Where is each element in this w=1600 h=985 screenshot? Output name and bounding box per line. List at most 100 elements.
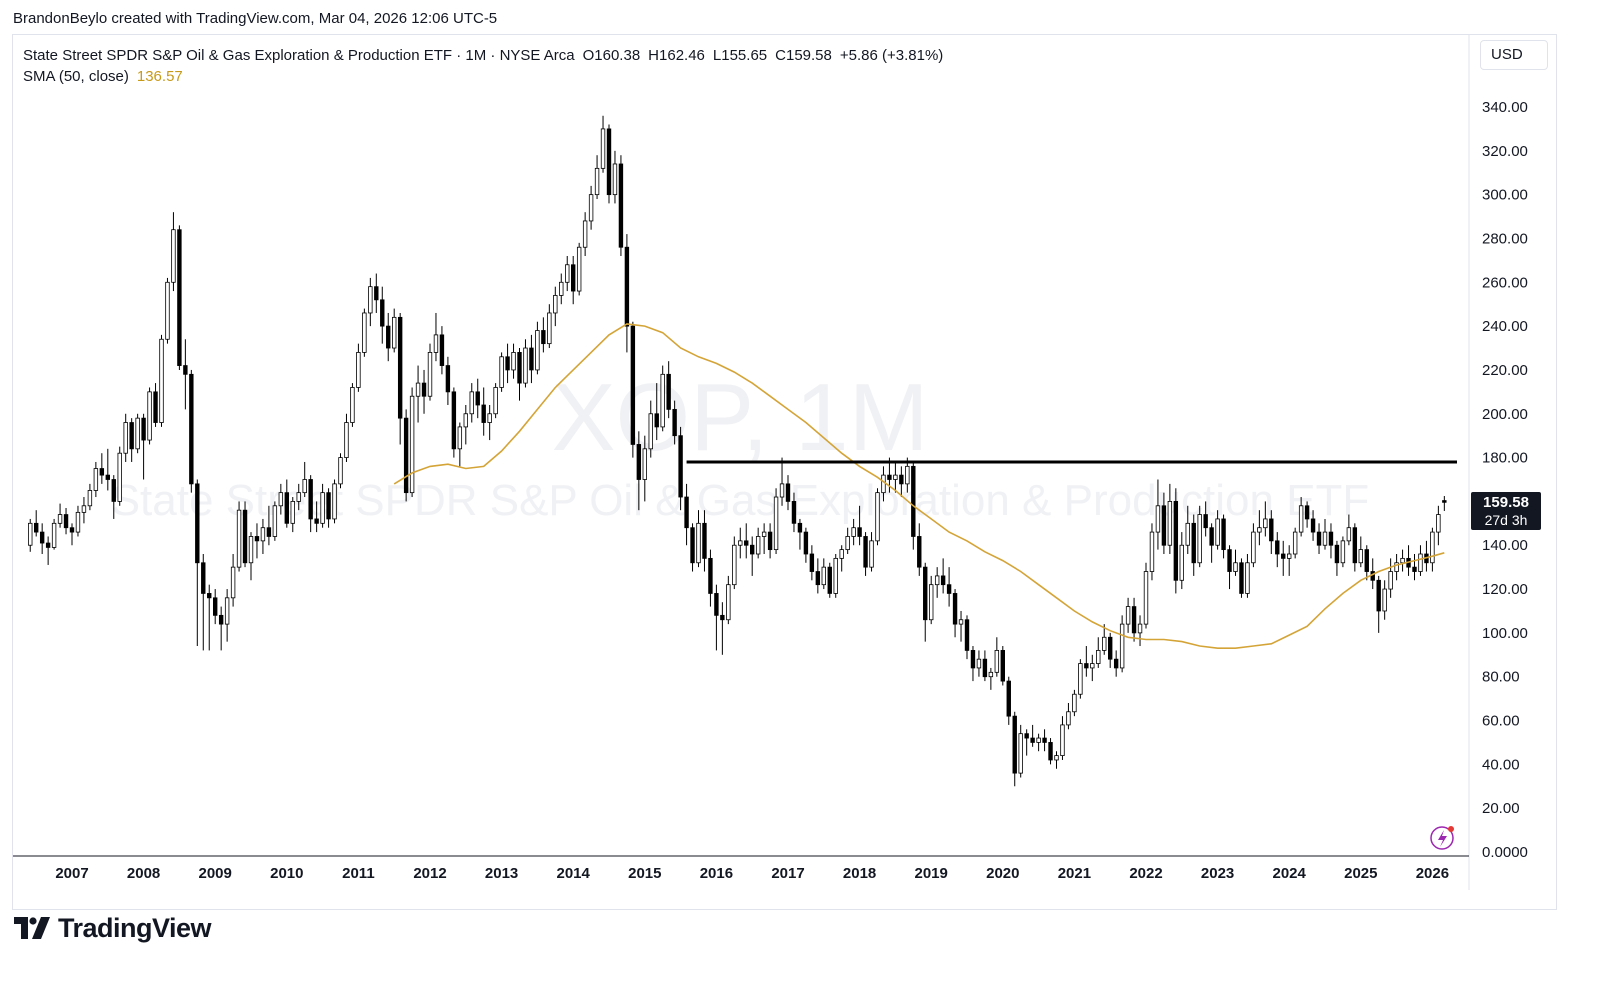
candle (260, 518, 266, 554)
time-axis[interactable]: 2007 2008 2009 2010 2011 2012 2013 2014 2015 2016… (55, 865, 1449, 882)
candle-body-down (964, 619, 970, 651)
candle (851, 518, 856, 546)
candle (893, 461, 898, 493)
candle-body-down (242, 509, 248, 564)
candle (1018, 724, 1023, 778)
x-tick-label: 2016 (700, 865, 733, 882)
high-value: 162.46 (659, 47, 705, 64)
candle (964, 615, 970, 660)
candle-body-down (1024, 733, 1029, 739)
candle-body-down (63, 514, 69, 529)
candle (1191, 514, 1196, 576)
candle (344, 413, 349, 462)
candle (755, 527, 761, 559)
x-tick-label: 2020 (986, 865, 1019, 882)
candle-body-down (212, 597, 218, 616)
candle-body-down (1084, 663, 1089, 669)
candle-body-down (1161, 505, 1167, 546)
chart-frame (12, 34, 1557, 910)
candle-body-up (845, 536, 850, 551)
candle-body-down (111, 479, 116, 502)
candle (28, 518, 33, 552)
y-tick-label: 100.00 (1482, 625, 1528, 642)
candle-body-down (445, 365, 451, 393)
candle-body-down (284, 492, 289, 524)
currency-selector[interactable]: USD (1480, 40, 1548, 70)
candle-body-down (439, 334, 445, 366)
x-tick-label: 2012 (413, 865, 446, 882)
candle (1334, 540, 1340, 576)
candle (314, 501, 319, 533)
candle-body-up (761, 531, 767, 537)
candle (415, 365, 421, 423)
candle-body-up (588, 194, 594, 222)
candle (1155, 479, 1161, 550)
candle (445, 356, 451, 405)
candle-body-up (332, 483, 337, 520)
y-tick-label: 0.0000 (1482, 844, 1528, 861)
candle-body-down (887, 474, 892, 480)
candle-body-up (893, 474, 898, 480)
candle-body-up (123, 422, 128, 454)
candle-body-up (1400, 557, 1405, 564)
candle-body-down (911, 465, 916, 537)
candle (821, 558, 826, 590)
candle-body-up (368, 286, 373, 314)
candle-body-up (1322, 531, 1328, 546)
candle-body-up (1143, 571, 1149, 625)
candle-body-up (1036, 737, 1041, 743)
candle-body-down (1191, 522, 1196, 564)
candle (386, 312, 391, 362)
candle-body-up (1078, 663, 1083, 695)
candle-body-down (1304, 505, 1310, 520)
candle (654, 383, 659, 441)
candle-body-down (1030, 737, 1035, 743)
candle-body-up (260, 527, 266, 542)
candle (571, 256, 576, 305)
candle-body-down (421, 382, 427, 397)
candle-body-up (409, 395, 415, 494)
price-axis[interactable]: 340.00 320.00 300.00 280.00 260.00 240.00 220.… (1482, 99, 1528, 861)
candle (773, 488, 779, 554)
candle (1292, 527, 1298, 559)
candle-body-up (875, 492, 880, 542)
legend-row-sma[interactable]: SMA (50, close) 136.57 (23, 66, 943, 87)
candle (976, 650, 982, 677)
candle (678, 426, 683, 511)
candle (266, 505, 272, 546)
candle-body-up (302, 479, 307, 494)
candle-body-down (785, 483, 791, 502)
candle-body-up (559, 281, 564, 296)
lightning-icon[interactable] (1430, 826, 1454, 850)
candle-body-up (28, 522, 33, 546)
candle-body-up (1394, 562, 1399, 572)
candle (565, 256, 570, 292)
candle-body-down (541, 330, 546, 345)
candle-body-down (1310, 518, 1316, 533)
candle-body-down (517, 352, 522, 384)
candle-body-up (565, 264, 570, 283)
candle-body-up (427, 352, 433, 397)
candle-body-down (1376, 579, 1381, 612)
candle-body-down (195, 483, 200, 564)
candle-body-up (1072, 693, 1077, 713)
candle (469, 383, 474, 423)
candle-body-down (815, 571, 821, 586)
candle (87, 483, 93, 511)
tradingview-logo[interactable]: TradingView (14, 912, 212, 944)
candle (815, 558, 821, 594)
candle (732, 536, 737, 590)
candle (958, 610, 964, 642)
open-value: 160.38 (594, 47, 641, 64)
candle-body-down (99, 468, 105, 476)
candle (994, 637, 1000, 677)
y-tick-label: 140.00 (1482, 537, 1528, 554)
candle (1388, 558, 1393, 598)
candle-body-down (672, 408, 677, 437)
candle (660, 365, 665, 432)
candle (606, 124, 612, 204)
candle (457, 422, 463, 467)
candle (1000, 646, 1005, 686)
candle (672, 400, 677, 445)
